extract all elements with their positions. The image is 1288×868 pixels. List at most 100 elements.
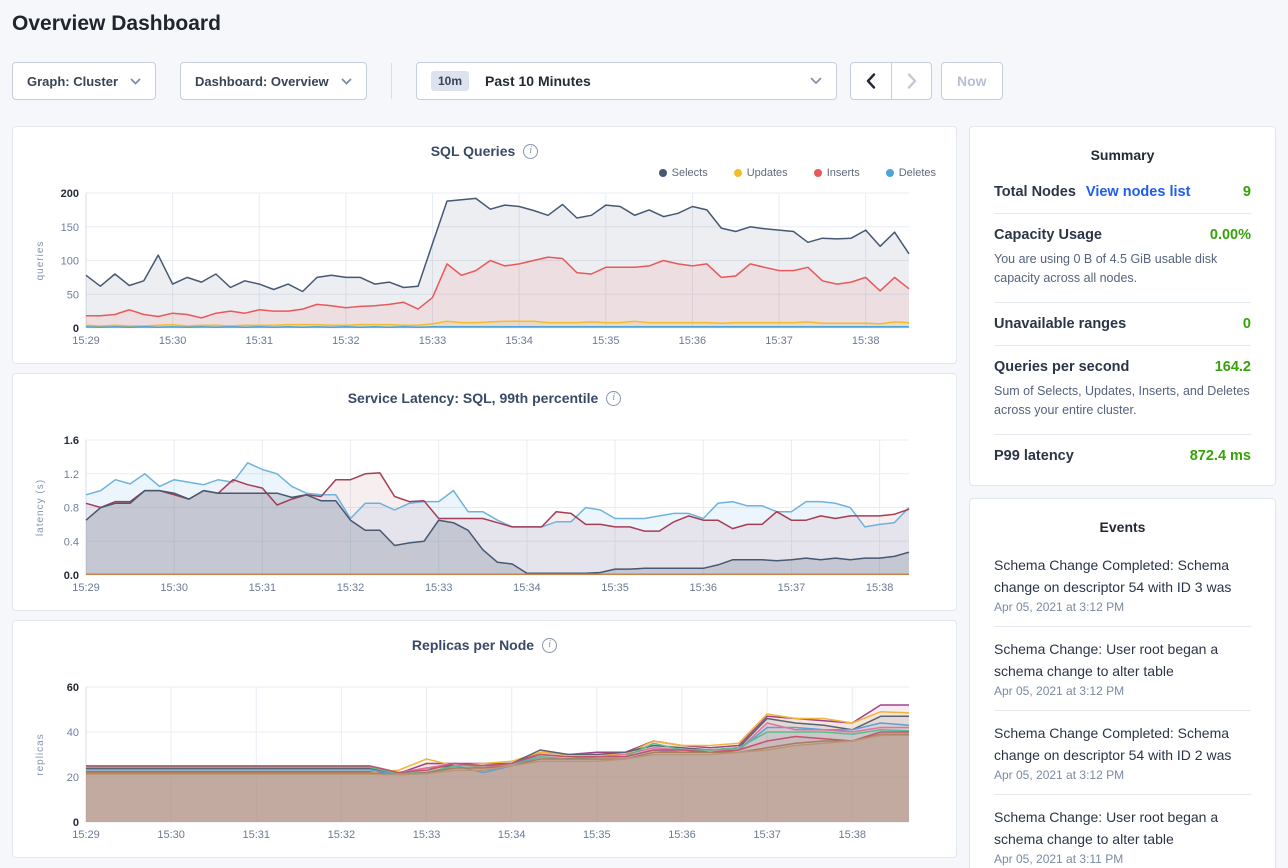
svg-text:15:32: 15:32 — [332, 335, 360, 347]
time-range-label: Past 10 Minutes — [485, 73, 591, 89]
events-title: Events — [1099, 518, 1146, 535]
time-prev-button[interactable] — [850, 62, 891, 100]
svg-text:200: 200 — [61, 188, 79, 200]
content: SQL Queries i Selects Updates Inserts Delet… — [12, 126, 1276, 868]
toolbar: Graph: Cluster Dashboard: Overview 10m P… — [12, 62, 1276, 100]
event-timestamp: Apr 05, 2021 at 3:12 PM — [994, 599, 1125, 614]
event-text: Schema Change Completed: Schema change o… — [994, 556, 1232, 595]
svg-text:1.6: 1.6 — [64, 435, 79, 447]
svg-text:15:32: 15:32 — [337, 582, 365, 594]
svg-text:15:38: 15:38 — [866, 582, 894, 594]
svg-text:15:31: 15:31 — [245, 335, 273, 347]
sql-queries-chart[interactable]: 0 50 100 150 200 15:29 15:30 15:31 15:32 15:33 15:… — [29, 187, 942, 349]
svg-text:15:38: 15:38 — [838, 829, 866, 841]
summary-value: 9 — [1242, 184, 1251, 200]
summary-label: Total Nodes — [994, 184, 1076, 200]
svg-text:0: 0 — [73, 323, 79, 335]
svg-text:0: 0 — [73, 817, 79, 829]
summary-row-total-nodes: Total Nodes View nodes list 9 — [994, 171, 1251, 214]
svg-text:15:30: 15:30 — [160, 582, 188, 594]
event-text: Schema Change Completed: Schema change o… — [994, 724, 1232, 764]
summary-row-queries-per-second: Queries per second 164.2 Sum of Selects,… — [994, 346, 1251, 435]
events-panel: Events Schema Change Completed: Schema c… — [969, 497, 1276, 868]
summary-panel: Summary Total Nodes View nodes list 9 Ca… — [969, 126, 1276, 486]
summary-value: 0.00% — [1209, 227, 1251, 243]
legend-item: Inserts — [813, 165, 860, 181]
event-text: Schema Change: User root began a schema … — [994, 640, 1219, 679]
legend-label: Selects — [671, 167, 708, 179]
summary-title: Summary — [1090, 147, 1155, 163]
svg-text:100: 100 — [61, 256, 79, 268]
time-pager — [850, 62, 932, 100]
summary-note: Sum of Selects, Updates, Inserts, and De… — [994, 383, 1250, 418]
legend-dot-icon — [885, 169, 894, 177]
svg-text:15:29: 15:29 — [72, 582, 100, 594]
event-item: Schema Change: User root began a schema … — [994, 795, 1251, 868]
summary-row-p99-latency: P99 latency 872.4 ms — [994, 435, 1251, 477]
svg-text:15:36: 15:36 — [689, 582, 717, 594]
toolbar-divider — [391, 63, 392, 99]
graph-selector-dropdown[interactable]: Graph: Cluster — [12, 62, 156, 100]
legend-item: Selects — [658, 165, 708, 181]
legend-item: Deletes — [885, 165, 936, 181]
legend-label: Deletes — [898, 167, 936, 179]
info-icon[interactable]: i — [606, 390, 622, 406]
svg-text:15:38: 15:38 — [852, 335, 880, 347]
svg-text:15:35: 15:35 — [592, 335, 620, 347]
svg-text:1.2: 1.2 — [64, 469, 79, 481]
summary-label: Queries per second — [994, 358, 1130, 375]
svg-text:replicas: replicas — [35, 733, 46, 775]
info-icon[interactable]: i — [542, 637, 558, 653]
chart-title: SQL Queries — [430, 143, 516, 159]
legend-dot-icon — [813, 169, 822, 177]
event-item: Schema Change Completed: Schema change o… — [994, 543, 1251, 627]
svg-text:15:32: 15:32 — [328, 829, 356, 841]
summary-value: 0 — [1242, 315, 1251, 332]
svg-text:15:31: 15:31 — [243, 829, 271, 841]
svg-text:15:34: 15:34 — [505, 335, 533, 347]
svg-text:15:36: 15:36 — [679, 335, 707, 347]
svg-text:15:29: 15:29 — [72, 829, 100, 841]
service-latency-chart-card: Service Latency: SQL, 99th percentile i … — [12, 373, 957, 611]
event-timestamp: Apr 05, 2021 at 3:12 PM — [994, 683, 1125, 698]
chevron-down-icon — [810, 77, 822, 85]
event-item: Schema Change: User root began a schema … — [994, 627, 1251, 711]
svg-text:0.0: 0.0 — [64, 570, 79, 582]
summary-note: You are using 0 B of 4.5 GiB usable disk… — [994, 252, 1218, 286]
legend-dot-icon — [658, 169, 667, 177]
legend-dot-icon — [733, 169, 742, 177]
chevron-right-icon — [907, 73, 916, 89]
graph-selector-label: Graph: Cluster — [27, 73, 119, 89]
svg-text:latency (s): latency (s) — [35, 479, 46, 536]
now-button[interactable]: Now — [941, 62, 1003, 100]
dashboard-selector-label: Dashboard: Overview — [195, 73, 329, 89]
charts-column: SQL Queries i Selects Updates Inserts Delet… — [12, 126, 957, 868]
svg-text:15:33: 15:33 — [425, 582, 453, 594]
time-range-badge: 10m — [431, 71, 470, 91]
svg-text:15:37: 15:37 — [765, 335, 793, 347]
legend-label: Updates — [746, 167, 788, 179]
svg-text:15:30: 15:30 — [159, 335, 187, 347]
replicas-per-node-chart[interactable]: 0 20 40 60 15:29 15:30 15:31 15:32 15:33 15:34 15:… — [29, 681, 942, 843]
chart-title: Replicas per Node — [411, 637, 535, 653]
chart-legend: Selects Updates Inserts Deletes — [29, 165, 936, 181]
time-range-picker[interactable]: 10m Past 10 Minutes — [416, 62, 837, 100]
event-item: Schema Change Completed: Schema change o… — [994, 711, 1251, 796]
time-next-button[interactable] — [891, 62, 932, 100]
summary-label: Unavailable ranges — [994, 315, 1127, 332]
svg-text:15:31: 15:31 — [249, 582, 277, 594]
svg-text:15:34: 15:34 — [498, 829, 526, 841]
svg-text:15:37: 15:37 — [778, 582, 806, 594]
chevron-left-icon — [866, 73, 876, 89]
dashboard-selector-dropdown[interactable]: Dashboard: Overview — [180, 62, 367, 100]
service-latency-chart[interactable]: 0.0 0.4 0.8 1.2 1.6 15:29 15:30 15:31 15:32 15:33… — [29, 434, 942, 596]
svg-text:15:35: 15:35 — [601, 582, 629, 594]
info-icon[interactable]: i — [523, 143, 539, 159]
svg-text:15:33: 15:33 — [413, 829, 441, 841]
event-text: Schema Change: User root began a schema … — [994, 809, 1219, 848]
replicas-per-node-chart-card: Replicas per Node i 0 20 40 60 15:29 15:30 15:… — [12, 620, 957, 858]
view-nodes-list-link[interactable]: View nodes list — [1085, 184, 1191, 200]
svg-text:queries: queries — [35, 241, 46, 281]
chart-title: Service Latency: SQL, 99th percentile — [347, 390, 599, 406]
page-title: Overview Dashboard — [12, 12, 221, 35]
